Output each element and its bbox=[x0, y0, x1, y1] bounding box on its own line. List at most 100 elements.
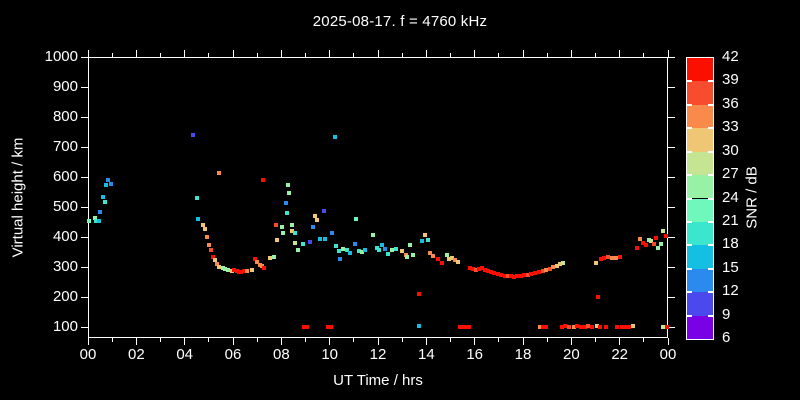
x-minor-tick bbox=[353, 338, 355, 342]
data-point bbox=[430, 253, 435, 258]
data-point bbox=[301, 241, 306, 246]
data-point bbox=[427, 250, 432, 255]
y-axis-label: Virtual height / km bbox=[9, 137, 27, 258]
data-point bbox=[656, 246, 661, 251]
data-point bbox=[322, 208, 327, 213]
data-point bbox=[318, 237, 322, 242]
data-point bbox=[661, 229, 666, 233]
x-tick-label: 08 bbox=[272, 346, 290, 363]
data-point bbox=[257, 262, 262, 267]
colorbar-separator bbox=[708, 103, 713, 106]
colorbar-separator bbox=[687, 127, 692, 130]
y-major-tick bbox=[81, 176, 88, 178]
data-point bbox=[598, 325, 603, 329]
y-tick-label: 200 bbox=[52, 288, 78, 305]
colorbar-separator bbox=[708, 314, 713, 317]
data-point bbox=[289, 223, 294, 227]
x-minor-tick bbox=[256, 53, 258, 57]
colorbar-separator bbox=[687, 197, 692, 200]
data-point bbox=[244, 268, 249, 273]
data-point bbox=[389, 247, 394, 252]
data-point bbox=[589, 325, 594, 329]
data-point bbox=[658, 241, 663, 246]
y-major-tick bbox=[81, 146, 88, 148]
data-point bbox=[310, 225, 315, 230]
x-tick-label: 20 bbox=[562, 346, 580, 363]
colorbar-tick-label: 36 bbox=[722, 94, 739, 112]
data-point bbox=[337, 249, 342, 254]
data-point bbox=[533, 271, 538, 275]
x-minor-tick bbox=[450, 338, 451, 342]
y-major-tick bbox=[668, 86, 675, 88]
y-tick-label: 100 bbox=[52, 318, 78, 335]
data-point bbox=[575, 324, 580, 329]
x-major-tick bbox=[377, 50, 379, 57]
data-point bbox=[529, 271, 534, 276]
data-point bbox=[386, 251, 391, 256]
data-point bbox=[547, 266, 552, 271]
data-point bbox=[229, 268, 234, 273]
x-major-tick bbox=[667, 338, 669, 345]
x-major-tick bbox=[619, 50, 621, 57]
data-point bbox=[467, 325, 472, 329]
colorbar-separator bbox=[687, 291, 692, 294]
data-point bbox=[394, 247, 399, 251]
data-point bbox=[210, 255, 215, 260]
data-point bbox=[558, 262, 563, 266]
data-point bbox=[537, 325, 542, 329]
data-point bbox=[106, 178, 111, 182]
data-point bbox=[234, 269, 239, 274]
y-tick-label: 500 bbox=[52, 198, 78, 215]
data-point bbox=[359, 250, 364, 254]
data-point bbox=[190, 133, 195, 137]
data-point bbox=[508, 274, 513, 279]
data-point bbox=[554, 263, 559, 268]
data-point bbox=[458, 325, 463, 329]
x-major-tick bbox=[377, 338, 379, 345]
x-tick-label: 06 bbox=[224, 346, 242, 363]
y-tick-label: 400 bbox=[52, 228, 78, 245]
data-point bbox=[644, 243, 649, 248]
x-major-tick bbox=[522, 50, 524, 57]
data-point bbox=[330, 231, 335, 236]
colorbar-separator bbox=[687, 314, 692, 317]
x-tick-label: 12 bbox=[369, 346, 387, 363]
x-tick-label: 18 bbox=[514, 346, 532, 363]
data-point bbox=[411, 253, 416, 257]
x-tick-label: 22 bbox=[611, 346, 628, 363]
data-point bbox=[272, 255, 277, 260]
x-tick-label: 00 bbox=[659, 346, 677, 363]
colorbar-separator bbox=[687, 244, 692, 247]
y-major-tick bbox=[668, 236, 675, 238]
y-major-tick bbox=[668, 266, 675, 268]
x-minor-tick bbox=[160, 338, 161, 342]
data-point bbox=[379, 243, 384, 248]
data-point bbox=[404, 253, 409, 257]
data-point bbox=[614, 256, 619, 260]
data-point bbox=[312, 214, 317, 218]
data-point bbox=[286, 183, 291, 188]
x-major-tick bbox=[425, 338, 427, 345]
data-point bbox=[255, 259, 260, 264]
data-point bbox=[202, 226, 207, 231]
data-point bbox=[232, 268, 237, 273]
colorbar-tick-label: 9 bbox=[722, 305, 731, 323]
data-point bbox=[274, 238, 279, 242]
colorbar-segment bbox=[687, 128, 713, 152]
data-point bbox=[287, 190, 292, 195]
x-major-tick bbox=[329, 338, 331, 345]
data-point bbox=[620, 325, 625, 329]
data-point bbox=[540, 268, 545, 273]
data-point bbox=[226, 268, 231, 272]
data-point bbox=[566, 325, 571, 329]
data-point bbox=[249, 268, 254, 272]
data-point bbox=[212, 258, 217, 263]
data-point bbox=[563, 324, 568, 329]
x-major-tick bbox=[570, 338, 572, 345]
colorbar-tick-label: 12 bbox=[722, 282, 739, 300]
data-point bbox=[353, 241, 358, 246]
data-point bbox=[333, 244, 338, 248]
data-point bbox=[332, 134, 337, 139]
data-point bbox=[499, 273, 504, 278]
